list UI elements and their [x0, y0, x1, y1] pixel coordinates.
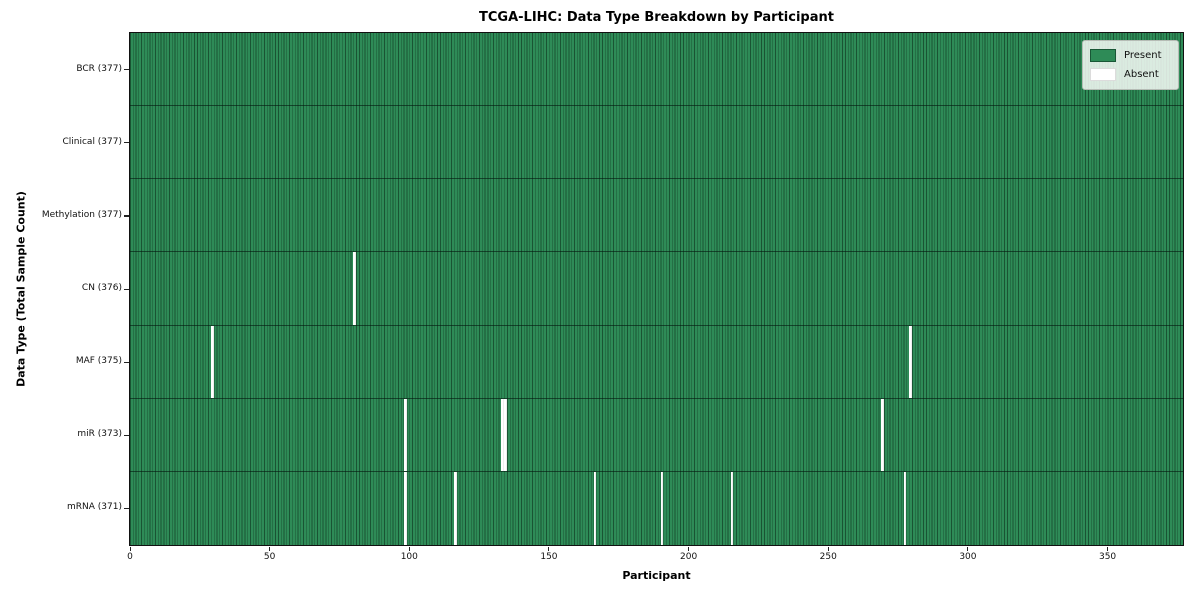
- heatmap-row-clinical: [130, 106, 1183, 180]
- absent-cell: [211, 325, 214, 398]
- heatmap-row-bcr: [130, 33, 1183, 107]
- legend: Present Absent: [1082, 40, 1179, 90]
- x-tick-label: 100: [400, 552, 418, 562]
- absent-cell: [593, 471, 597, 545]
- y-tick-label-clinical: Clinical (377): [62, 136, 122, 147]
- x-tick-label: 200: [680, 552, 698, 562]
- x-tick-mark: [269, 546, 271, 551]
- y-tick-mark: [124, 142, 129, 144]
- absent-cell: [403, 471, 407, 545]
- x-tick-mark: [548, 546, 550, 551]
- absent-cell: [730, 471, 734, 545]
- x-tick-label: 50: [263, 552, 276, 562]
- y-axis-title: Data Type (Total Sample Count): [14, 191, 28, 387]
- y-tick-label-mrna: mRNA (371): [67, 502, 122, 513]
- x-tick-label: 350: [1098, 552, 1117, 562]
- x-tick-label: 0: [127, 552, 133, 562]
- x-tick-mark: [129, 546, 131, 551]
- heatmap-row-cn: [130, 252, 1183, 326]
- y-tick-label-cn: CN (376): [81, 283, 122, 293]
- x-tick-mark: [967, 546, 969, 551]
- present-swatch-icon: [1090, 49, 1116, 62]
- absent-swatch-icon: [1090, 68, 1116, 81]
- y-tick-label-mir: miR (373): [77, 429, 122, 440]
- absent-cell: [353, 252, 357, 325]
- y-tick-mark: [124, 434, 129, 436]
- absent-cell: [881, 398, 885, 471]
- legend-label-present: Present: [1124, 50, 1162, 61]
- x-tick-mark: [1107, 546, 1109, 551]
- x-tick-label: 300: [959, 552, 977, 562]
- absent-cell: [403, 398, 407, 471]
- y-tick-mark: [124, 507, 129, 510]
- heatmap-row-mir: [130, 398, 1183, 472]
- y-tick-mark: [124, 361, 129, 363]
- absent-cell: [660, 471, 664, 545]
- absent-cell: [454, 471, 457, 545]
- x-axis-title: Participant: [622, 569, 691, 582]
- absent-cell: [903, 471, 907, 545]
- legend-label-absent: Absent: [1124, 69, 1159, 80]
- x-tick-mark: [688, 546, 690, 551]
- x-tick-mark: [408, 546, 410, 551]
- heatmap-row-mrna: [130, 471, 1183, 545]
- y-tick-mark: [124, 215, 129, 217]
- absent-cell: [501, 398, 505, 471]
- legend-entry-absent: Absent: [1090, 65, 1171, 84]
- y-tick-mark: [124, 288, 129, 290]
- x-tick-label: 250: [819, 552, 837, 562]
- chart-title: TCGA-LIHC: Data Type Breakdown by Partic…: [479, 10, 834, 25]
- absent-cell: [504, 398, 508, 471]
- heatmap-area: [129, 32, 1184, 546]
- heatmap-row-methylation: [130, 179, 1183, 253]
- legend-entry-present: Present: [1090, 46, 1171, 65]
- y-tick-label-bcr: BCR (377): [76, 63, 122, 74]
- y-tick-label-methylation: Methylation (377): [41, 209, 122, 220]
- absent-cell: [909, 325, 913, 398]
- y-tick-label-maf: MAF (375): [75, 356, 122, 367]
- y-tick-mark: [124, 69, 129, 71]
- x-tick-mark: [827, 546, 829, 551]
- x-tick-label: 150: [540, 552, 558, 562]
- heatmap-row-maf: [130, 325, 1183, 399]
